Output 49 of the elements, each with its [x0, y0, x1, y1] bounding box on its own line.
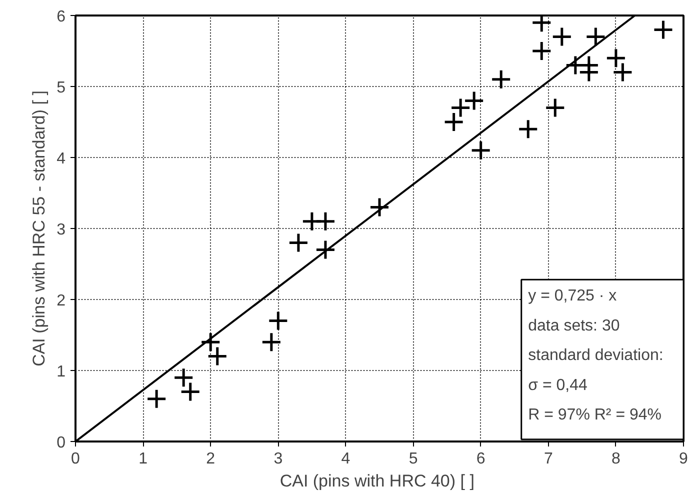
y-tick-label: 0 [56, 434, 66, 452]
point [585, 26, 606, 48]
point [173, 367, 194, 388]
point [180, 382, 201, 402]
y-tick-label: 4 [56, 150, 66, 168]
x-tick-label: 9 [679, 450, 688, 468]
y-tick-label: 5 [56, 80, 66, 96]
y-tick-label: 2 [56, 292, 66, 310]
point [652, 19, 674, 40]
x-tick-label: 4 [341, 450, 350, 468]
x-tick-label: 1 [138, 450, 148, 468]
x-tick-label: 3 [274, 450, 283, 468]
x-tick-label: 7 [544, 450, 553, 468]
x-tick-label: 0 [71, 450, 80, 468]
point [268, 310, 288, 332]
point [518, 118, 538, 140]
annotation: y = 0,725 · x [528, 287, 617, 304]
point [612, 62, 633, 83]
point [470, 140, 492, 161]
point [315, 211, 336, 232]
point [578, 62, 600, 83]
point [288, 232, 309, 253]
annotation: standard deviation: [528, 347, 664, 364]
annotation: σ = 0,44 [528, 376, 588, 394]
point [552, 26, 572, 48]
x-tick-label: 8 [611, 450, 620, 468]
point [606, 48, 626, 68]
point [200, 332, 221, 352]
y-tick-label: 6 [56, 8, 66, 26]
x-tick-label: 2 [206, 450, 216, 468]
annotation: R = 97% R² = 94% [528, 406, 662, 424]
x-tick-label: 6 [476, 450, 486, 468]
point [315, 240, 336, 260]
point [444, 112, 464, 132]
point [531, 40, 552, 62]
x-axis-title: CAI (pins with HRC 40) [ ] [280, 472, 474, 490]
point [369, 196, 390, 218]
point [450, 98, 471, 118]
y-tick-label: 3 [56, 222, 66, 238]
y-axis-title: CAI (pins with HRC 55 - standard) [ ] [30, 90, 49, 366]
point [544, 98, 566, 118]
point [261, 332, 282, 352]
point [464, 90, 484, 111]
y-tick-label: 1 [56, 364, 66, 380]
point [207, 346, 228, 367]
annotation: data sets: 30 [528, 317, 620, 334]
point [490, 69, 512, 90]
x-tick-label: 5 [408, 450, 418, 468]
point [146, 388, 167, 410]
